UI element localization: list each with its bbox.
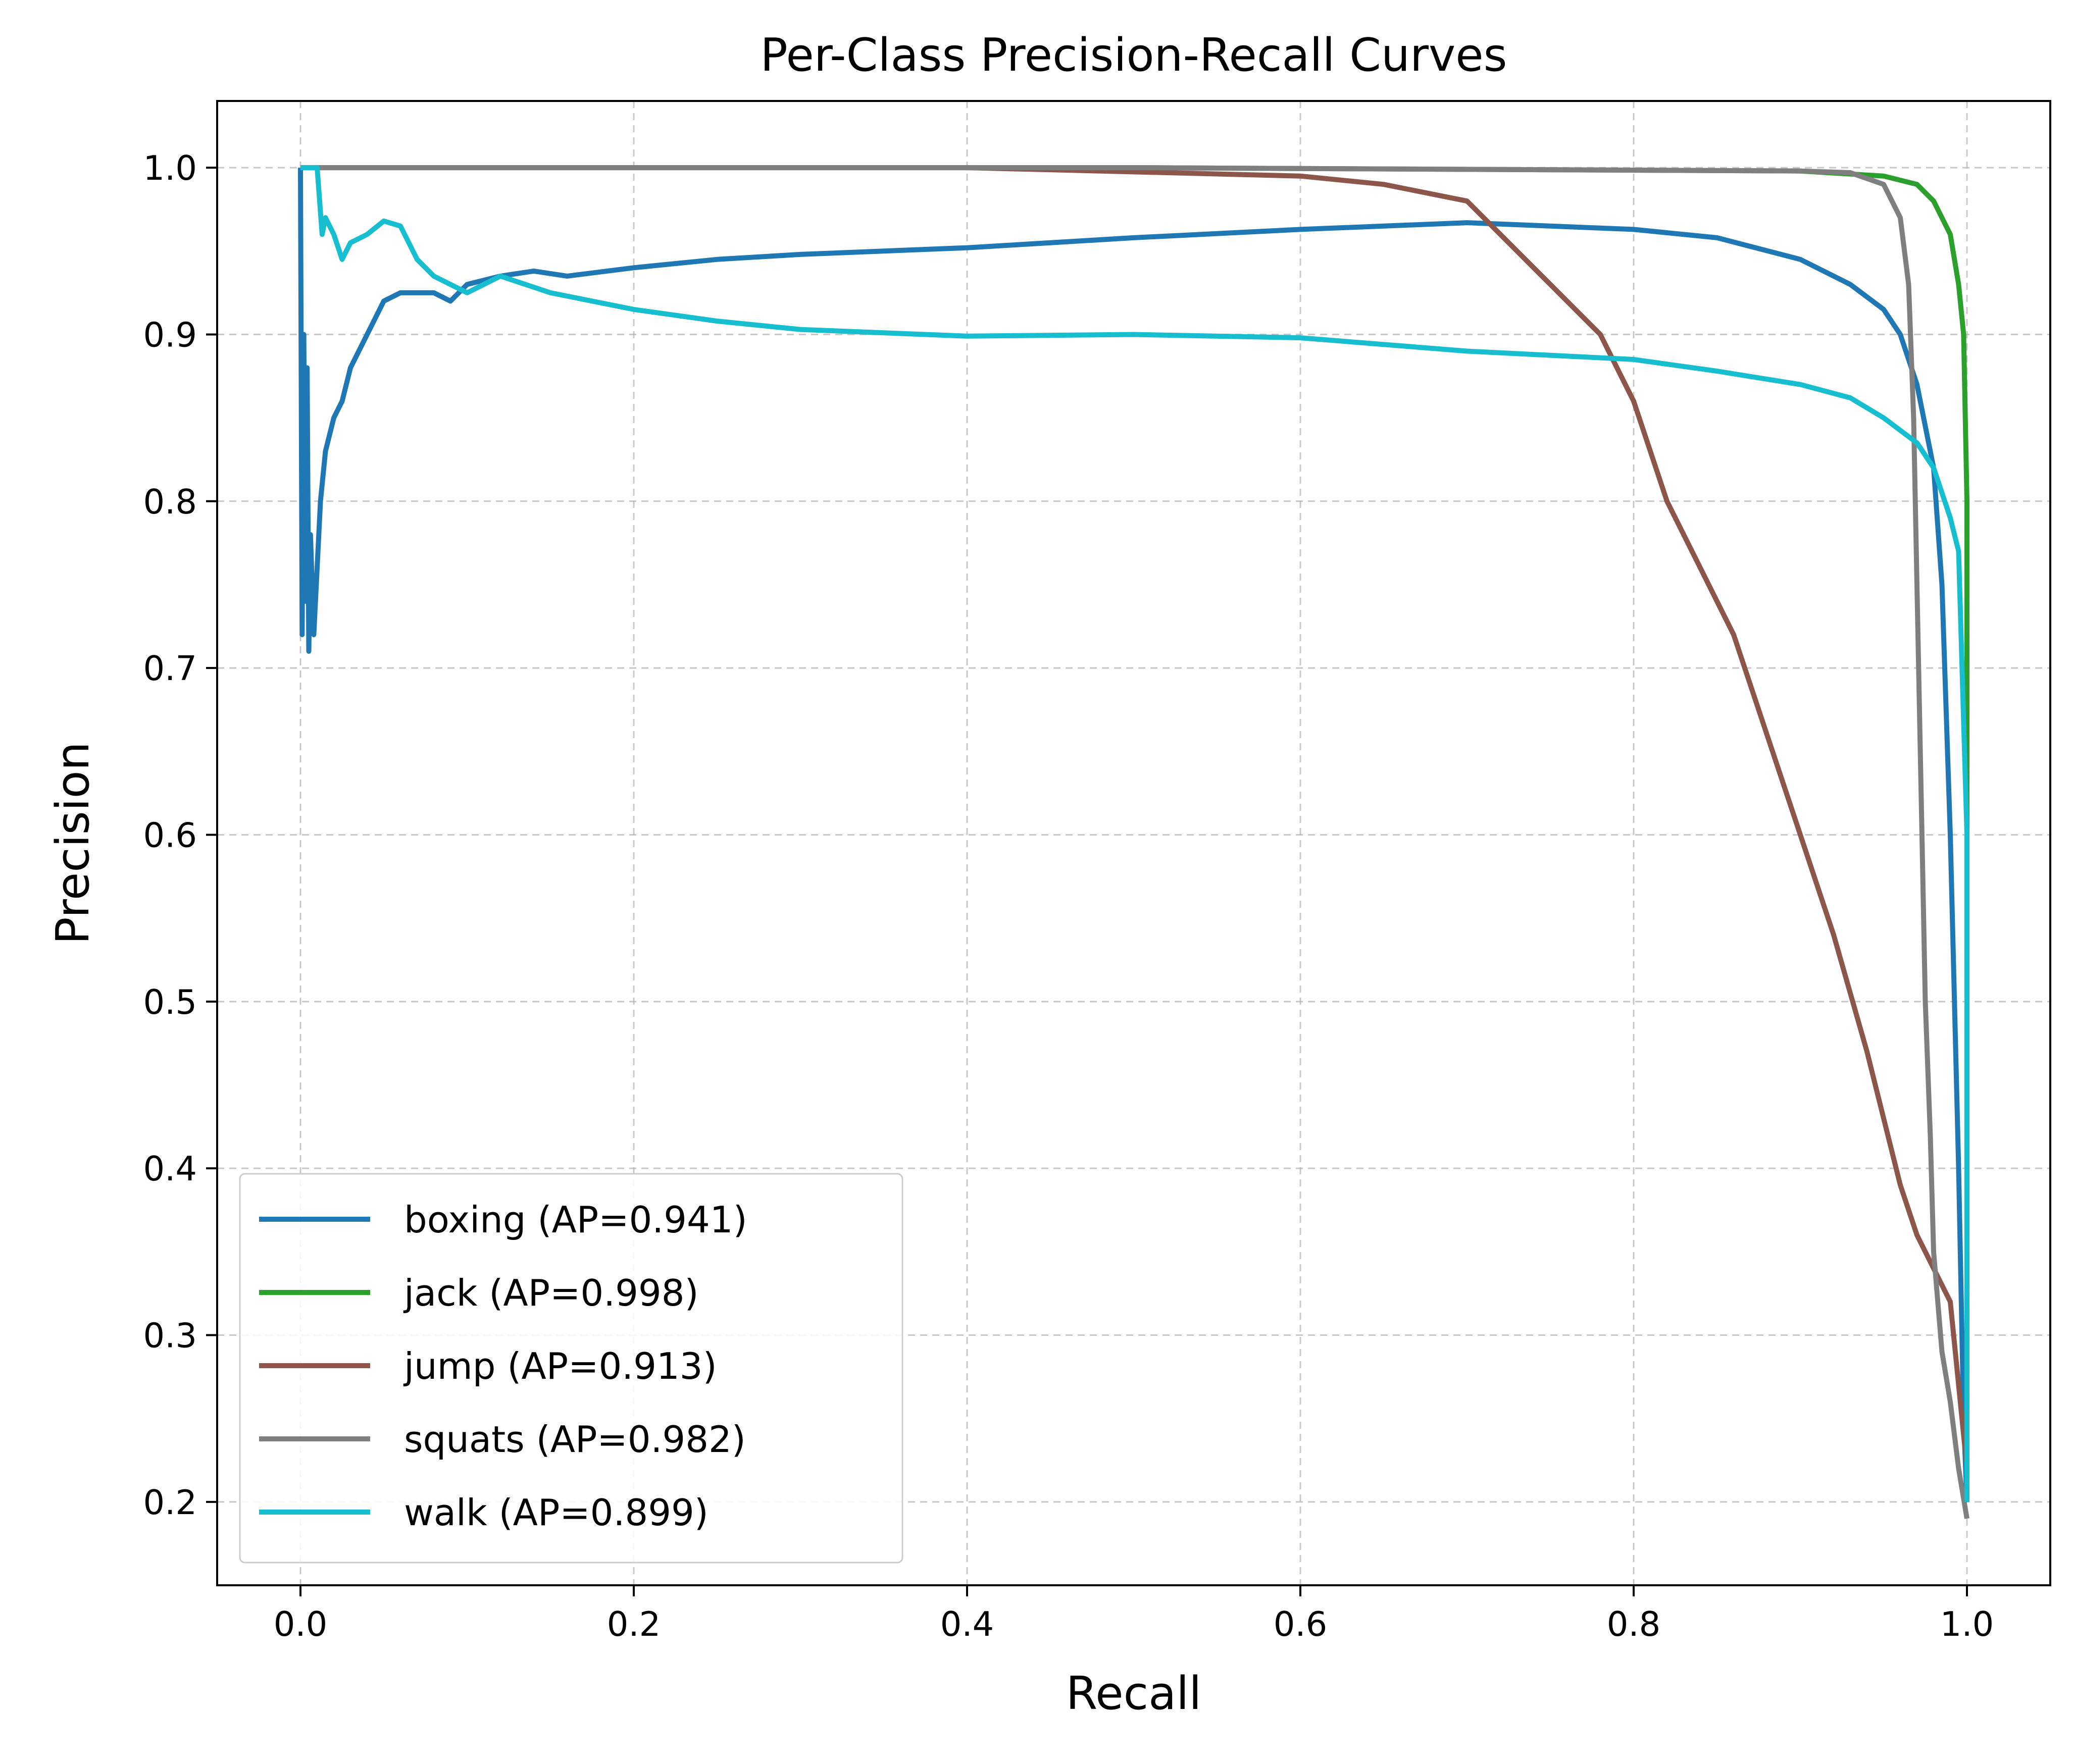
legend-label-0: boxing (AP=0.941): [404, 1199, 747, 1241]
chart-title: Per-Class Precision-Recall Curves: [760, 29, 1507, 82]
legend-label-1: jack (AP=0.998): [403, 1272, 699, 1314]
y-tick-label-4: 0.6: [143, 815, 197, 855]
x-tick-label-0: 0.0: [274, 1604, 328, 1644]
legend-box: [239, 1173, 903, 1564]
series-lines: [298, 165, 1969, 1519]
legend-label-3: squats (AP=0.982): [404, 1418, 746, 1461]
x-axis-title: Recall: [1066, 1667, 1202, 1720]
legend-items: boxing (AP=0.941) jack (AP=0.998) jump (AP…: [259, 1199, 747, 1534]
series-line-2: [300, 165, 1969, 1469]
y-tick-label-2: 0.4: [143, 1149, 197, 1188]
series-line-3: [300, 165, 1969, 1519]
legend-label-4: walk (AP=0.899): [404, 1491, 709, 1534]
x-tick-label-5: 1.0: [1940, 1604, 1994, 1644]
series-line-4: [300, 165, 1969, 1502]
x-tick-label-4: 0.8: [1607, 1604, 1661, 1644]
y-axis-title: Precision: [46, 742, 99, 945]
series-line-0: [298, 168, 1969, 1502]
x-tick-label-2: 0.4: [940, 1604, 994, 1644]
y-tick-label-6: 0.8: [143, 482, 197, 522]
y-tick-label-1: 0.3: [143, 1316, 197, 1355]
x-tick-label-1: 0.2: [607, 1604, 661, 1644]
plot-frame: [216, 100, 2051, 1586]
legend-label-2: jump (AP=0.913): [403, 1345, 717, 1387]
y-tick-label-7: 0.9: [143, 315, 197, 354]
y-tick-label-5: 0.7: [143, 649, 197, 688]
y-tick-label-0: 0.2: [143, 1483, 197, 1522]
x-axis-ticks: 0.0 0.2 0.4 0.6 0.8 1.0: [274, 1585, 1994, 1644]
y-tick-label-8: 1.0: [143, 148, 197, 188]
x-tick-label-3: 0.6: [1274, 1604, 1328, 1644]
legend: boxing (AP=0.941) jack (AP=0.998) jump (AP…: [239, 1173, 903, 1564]
y-axis-ticks: 0.2 0.3 0.4 0.5 0.6 0.7 0.8 0.9 1.0: [143, 148, 217, 1522]
y-tick-label-3: 0.5: [143, 982, 197, 1022]
